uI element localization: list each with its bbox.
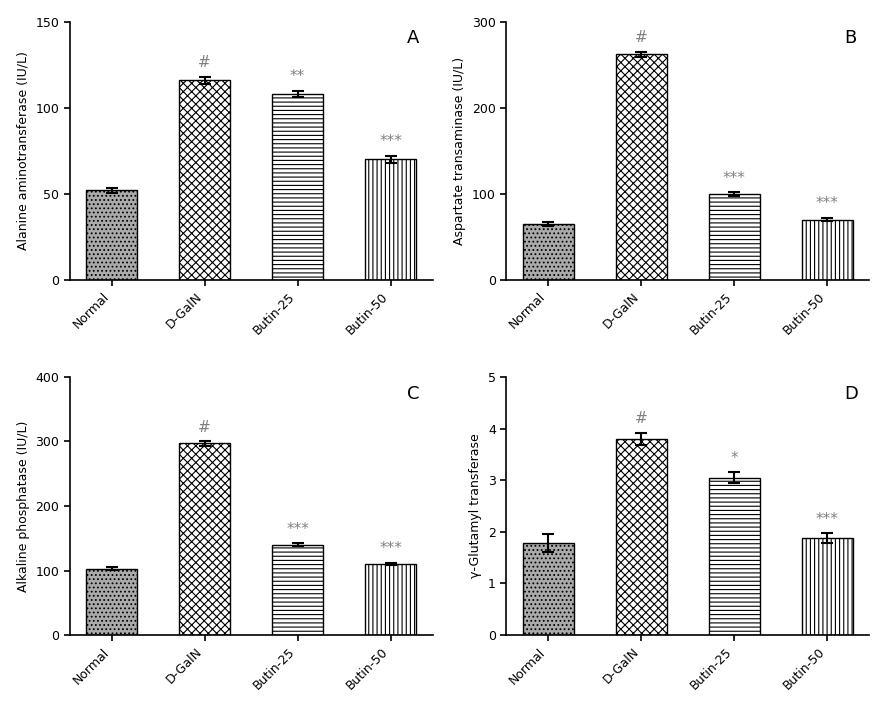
Bar [616, 439, 667, 635]
Text: ***: *** [816, 512, 839, 527]
Bar [365, 564, 416, 635]
Text: ***: *** [379, 135, 402, 150]
Bar [272, 94, 323, 280]
Text: C: C [408, 384, 420, 403]
Bar [709, 478, 760, 635]
Y-axis label: Aspartate transaminase (IU/L): Aspartate transaminase (IU/L) [454, 57, 466, 245]
Bar [802, 538, 853, 635]
Text: #: # [198, 55, 211, 70]
Text: #: # [635, 411, 648, 426]
Y-axis label: Alanine aminotransferase (IU/L): Alanine aminotransferase (IU/L) [17, 51, 29, 250]
Text: #: # [635, 30, 648, 45]
Y-axis label: γ-Glutamyl transferase: γ-Glutamyl transferase [470, 434, 482, 579]
Text: #: # [198, 420, 211, 435]
Bar [365, 160, 416, 280]
Bar [179, 443, 230, 635]
Text: B: B [844, 29, 856, 48]
Bar [272, 545, 323, 635]
Text: ***: *** [816, 196, 839, 211]
Bar [86, 569, 137, 635]
Text: A: A [408, 29, 420, 48]
Text: ***: *** [286, 522, 309, 537]
Bar [709, 194, 760, 280]
Bar [523, 543, 574, 635]
Bar [616, 55, 667, 280]
Text: ***: *** [723, 171, 746, 186]
Text: *: * [730, 451, 738, 466]
Bar [523, 224, 574, 280]
Bar [86, 190, 137, 280]
Text: D: D [844, 384, 858, 403]
Bar [179, 80, 230, 280]
Bar [802, 220, 853, 280]
Y-axis label: Alkaline phosphatase (IU/L): Alkaline phosphatase (IU/L) [17, 420, 29, 591]
Text: **: ** [290, 69, 305, 84]
Text: ***: *** [379, 541, 402, 557]
